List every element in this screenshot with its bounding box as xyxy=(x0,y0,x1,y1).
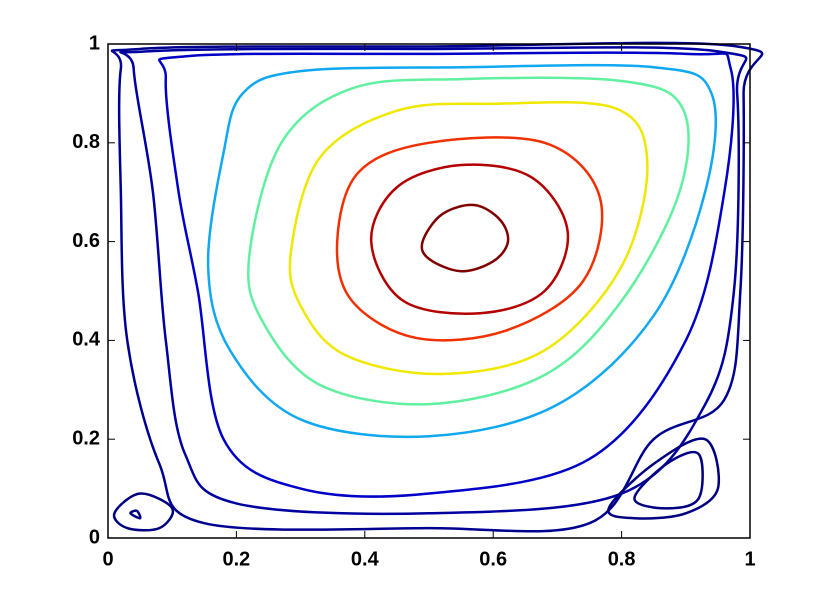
y-tick-label: 0.2 xyxy=(72,427,100,449)
contour-line xyxy=(335,136,604,342)
contour-line xyxy=(112,492,175,532)
x-tick-label: 0.8 xyxy=(608,548,636,570)
x-tick-label: 0 xyxy=(102,548,113,570)
contour-line xyxy=(607,437,721,520)
contour-line xyxy=(158,51,735,498)
y-tick-label: 0.6 xyxy=(72,230,100,252)
contour-line xyxy=(246,76,690,406)
contour-line xyxy=(206,63,718,439)
axes-frame xyxy=(107,43,751,539)
y-tick-label: 0.8 xyxy=(72,131,100,153)
contour-line xyxy=(633,450,704,510)
contour-line xyxy=(129,509,142,520)
x-tick-label: 0.4 xyxy=(351,548,380,570)
x-tick-label: 0.2 xyxy=(222,548,250,570)
y-tick-label: 0.4 xyxy=(72,329,101,351)
x-tick-label: 0.6 xyxy=(479,548,507,570)
contour-line xyxy=(119,46,748,516)
contour-line xyxy=(110,41,764,533)
x-tick-label: 1 xyxy=(744,548,755,570)
y-tick-label: 1 xyxy=(89,32,100,54)
contour-line xyxy=(288,100,649,376)
y-tick-label: 0 xyxy=(89,526,100,548)
plot-area xyxy=(108,44,750,538)
contour-line xyxy=(369,163,570,315)
contour-line xyxy=(420,203,510,273)
